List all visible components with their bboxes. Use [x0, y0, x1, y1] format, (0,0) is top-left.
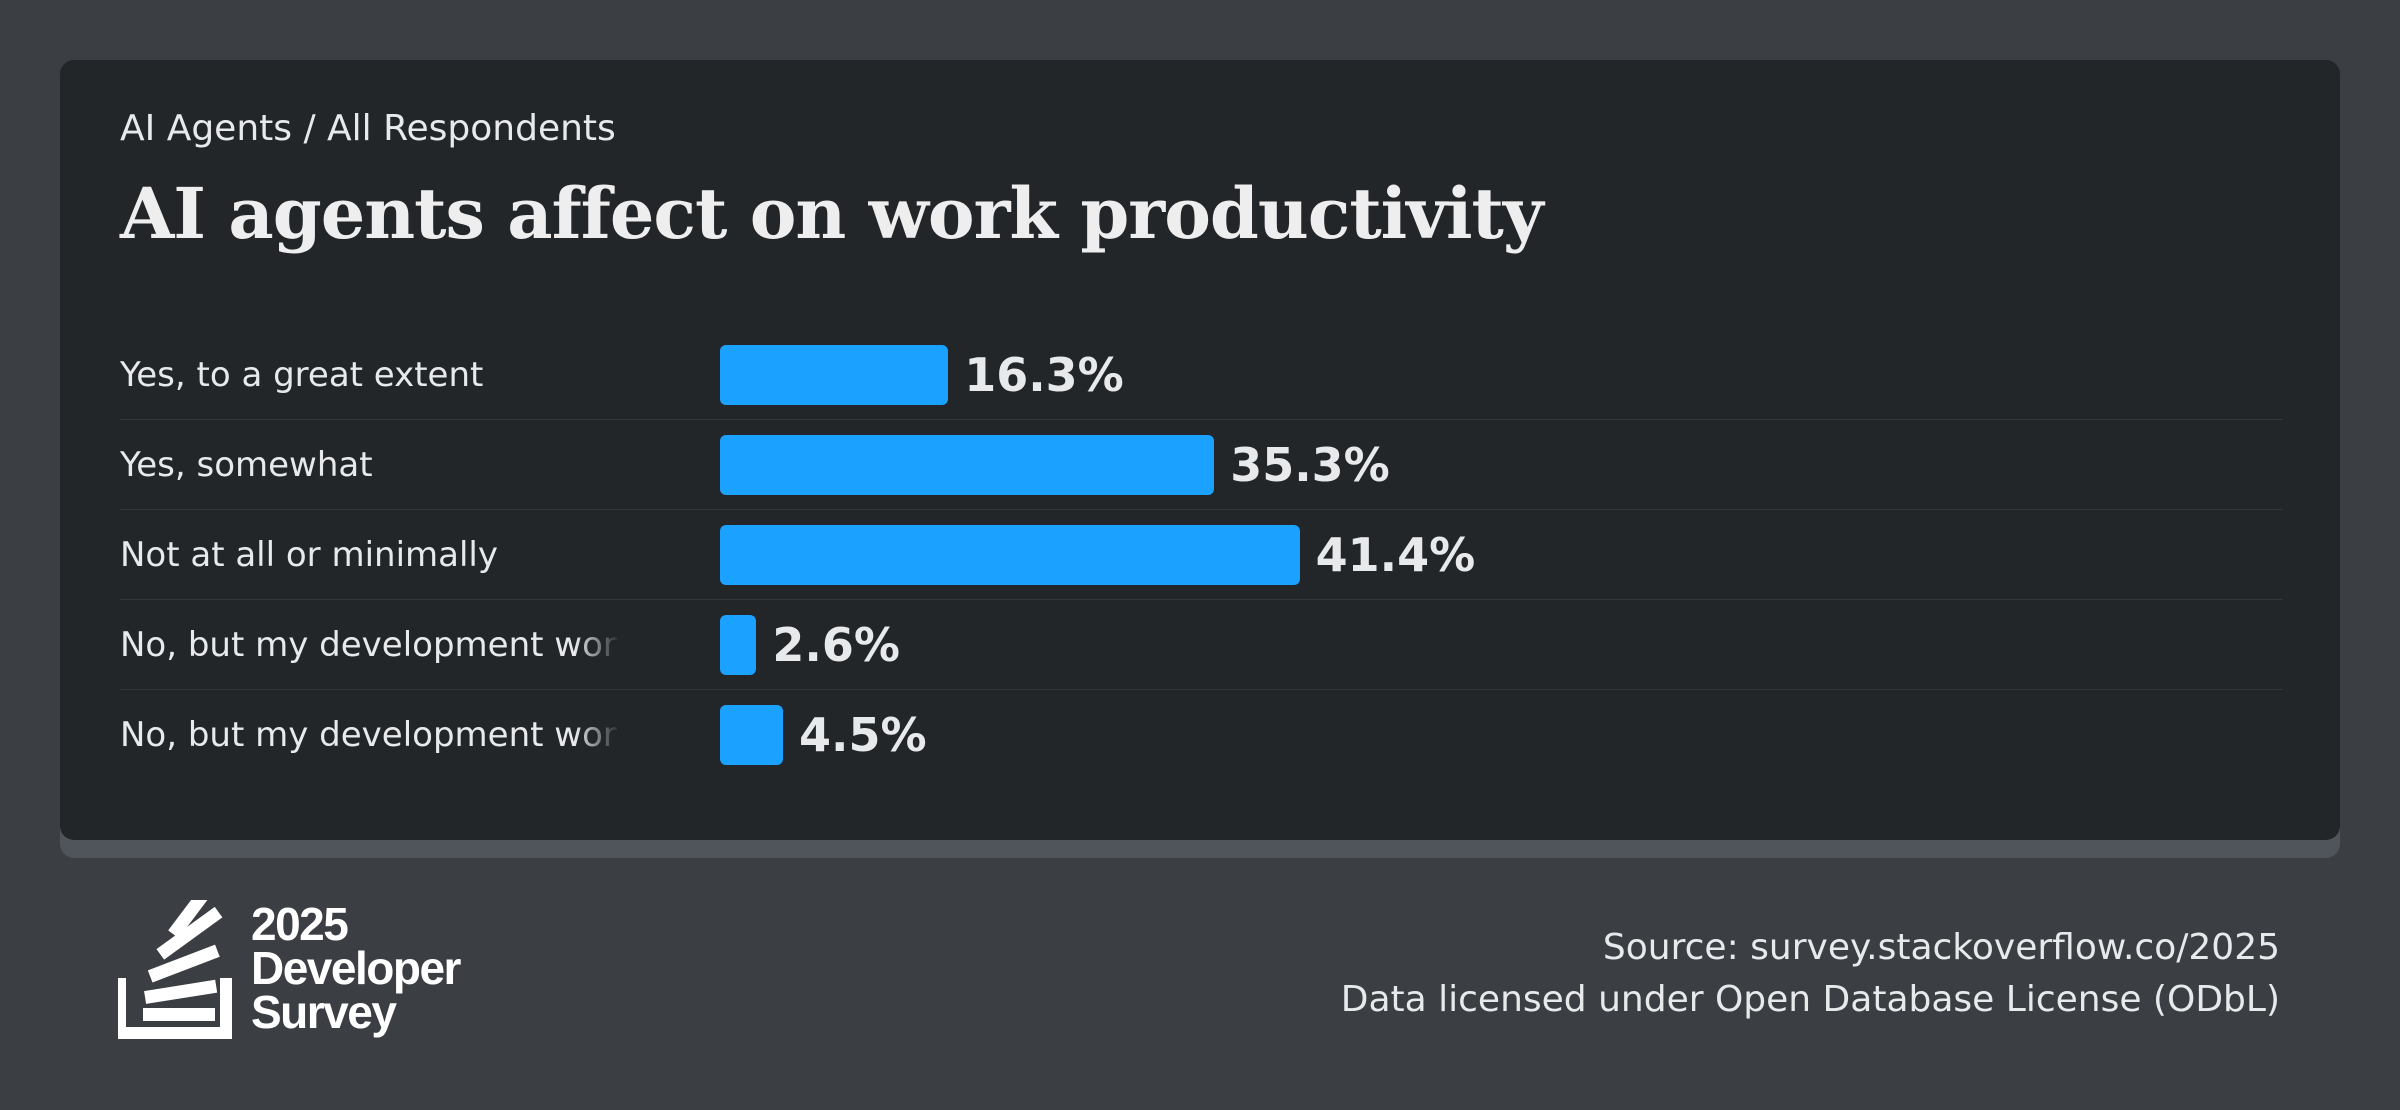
category-label: No, but my development work: [120, 625, 620, 665]
row-divider: [120, 509, 2283, 510]
chart-card: AI Agents / All Respondents AI agents af…: [60, 60, 2340, 840]
bar: [720, 345, 949, 405]
row-divider: [120, 419, 2283, 420]
bar: [720, 615, 757, 675]
license-text: Data licensed under Open Database Licens…: [1340, 979, 2280, 1020]
survey-logo: 2025 Developer Survey: [118, 900, 498, 1050]
breadcrumb: AI Agents / All Respondents: [120, 108, 616, 149]
logo-text: 2025 Developer Survey: [251, 898, 461, 1038]
source-credit: Source: survey.stackoverflow.co/2025 Dat…: [1341, 922, 2280, 1026]
chart-row: Yes, somewhat 35.3%: [120, 420, 2283, 510]
value-label: 2.6%: [772, 618, 900, 672]
value-label: 16.3%: [964, 348, 1124, 402]
value-label: 41.4%: [1315, 528, 1476, 582]
bar: [720, 525, 1300, 585]
bar-chart: Yes, to a great extent 16.3% Yes, somewhat…: [120, 330, 2283, 765]
bar: [720, 705, 783, 765]
stack-logo-icon: [118, 900, 232, 1039]
category-label: Not at all or minimally: [120, 535, 499, 575]
row-divider: [120, 689, 2283, 690]
chart-row: Yes, to a great extent 16.3%: [120, 330, 2283, 420]
category-label: Yes, to a great extent: [120, 355, 484, 395]
value-label: 4.5%: [799, 708, 927, 762]
source-link[interactable]: Source: survey.stackoverflow.co/2025: [1602, 927, 2280, 968]
row-divider: [120, 599, 2283, 600]
logo-line2: Survey: [251, 986, 397, 1038]
chart-row: No, but my development work 2.6%: [120, 600, 2283, 690]
category-label: Yes, somewhat: [120, 445, 373, 485]
chart-title: AI agents affect on work productivity: [120, 172, 1544, 255]
chart-row: Not at all or minimally 41.4%: [120, 510, 2283, 600]
logo-year: 2025: [251, 898, 349, 950]
value-label: 35.3%: [1230, 438, 1390, 492]
chart-row: No, but my development work 4.5%: [120, 690, 2283, 780]
bar: [720, 435, 1215, 495]
logo-line1: Developer: [251, 942, 461, 994]
category-label: No, but my development work: [120, 715, 620, 755]
